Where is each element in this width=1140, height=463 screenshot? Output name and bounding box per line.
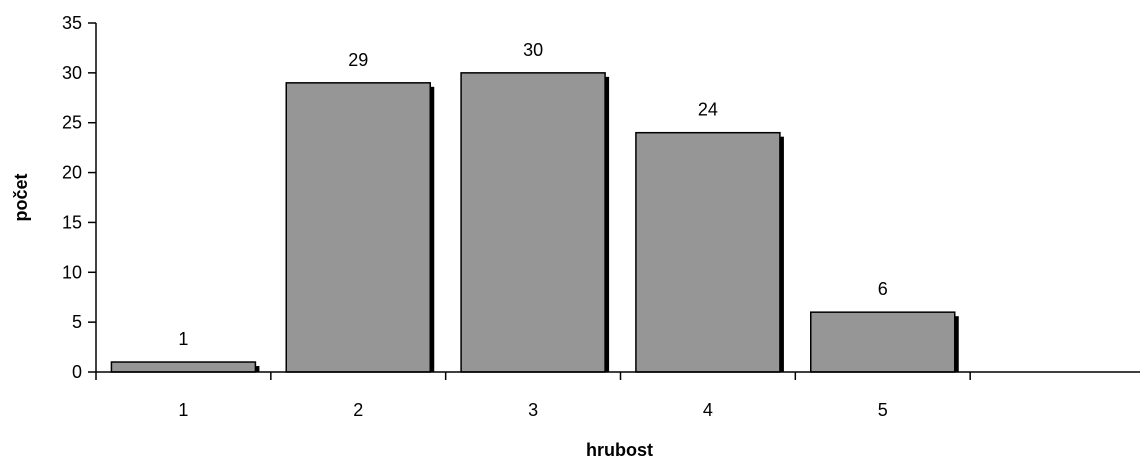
x-axis-title: hrubost	[586, 440, 653, 460]
data-label: 30	[523, 40, 543, 60]
bar	[110, 361, 257, 373]
y-tick-label: 35	[62, 13, 82, 33]
y-tick-label: 15	[62, 212, 82, 232]
data-labels-group: 1 29 30 24 6	[178, 40, 887, 349]
x-tick-label: 2	[353, 400, 363, 420]
y-tick-label: 5	[72, 312, 82, 332]
y-tick-label: 0	[72, 362, 82, 382]
y-axis-title: počet	[11, 173, 31, 221]
bar	[810, 311, 956, 373]
x-tick-label: 5	[878, 400, 888, 420]
axes-group: 0 5 10 15 20 25 30 35 1 2 3 4 5	[62, 13, 1140, 420]
y-tick-label: 25	[62, 113, 82, 133]
x-tick-label: 1	[178, 400, 188, 420]
data-label: 24	[698, 100, 718, 120]
bar	[285, 82, 431, 373]
bars-group	[110, 72, 959, 373]
y-tick-label: 30	[62, 63, 82, 83]
y-tick-label: 20	[62, 163, 82, 183]
x-tick-label: 4	[703, 400, 713, 420]
y-tick-label: 10	[62, 262, 82, 282]
data-label: 29	[348, 50, 368, 70]
data-label: 6	[878, 279, 888, 299]
bar	[460, 72, 606, 373]
data-label: 1	[178, 329, 188, 349]
bar	[635, 131, 781, 373]
x-tick-label: 3	[528, 400, 538, 420]
